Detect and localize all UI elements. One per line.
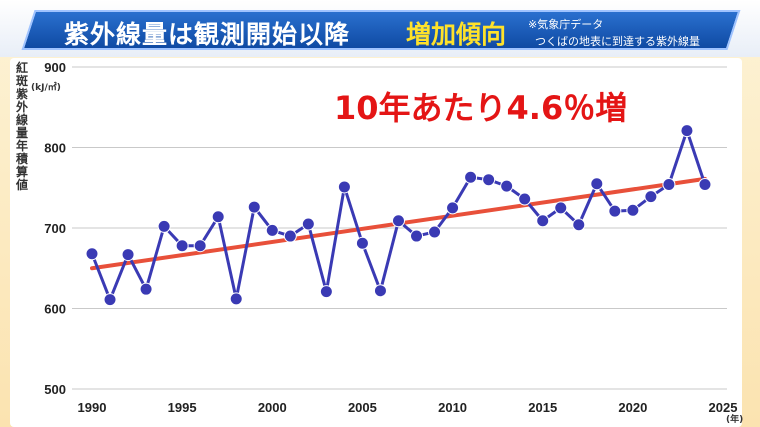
data-point bbox=[373, 284, 387, 298]
data-point bbox=[644, 190, 658, 204]
data-point bbox=[446, 201, 460, 215]
y-tick-label: 500 bbox=[44, 382, 66, 397]
data-point bbox=[85, 247, 99, 261]
data-point bbox=[139, 282, 153, 296]
data-point bbox=[193, 239, 207, 253]
data-point bbox=[500, 179, 514, 193]
data-point bbox=[410, 229, 424, 243]
data-point bbox=[337, 180, 351, 194]
x-tick-label: 1990 bbox=[78, 400, 107, 415]
y-tick-label: 700 bbox=[44, 221, 66, 236]
page-title: 紫外線量は観測開始以降 bbox=[64, 20, 351, 49]
data-point bbox=[698, 178, 712, 192]
y-axis-label: 紅斑紫外線量年積算値 bbox=[15, 61, 28, 192]
y-tick-label: 900 bbox=[44, 60, 66, 75]
data-point bbox=[536, 214, 550, 228]
x-tick-label: 2000 bbox=[258, 400, 287, 415]
data-point bbox=[301, 217, 315, 231]
data-point bbox=[355, 236, 369, 250]
x-tick-label: 2020 bbox=[618, 400, 647, 415]
data-point bbox=[626, 203, 640, 217]
data-point bbox=[662, 178, 676, 192]
data-point bbox=[572, 218, 586, 232]
data-point bbox=[680, 124, 694, 138]
data-point bbox=[608, 204, 622, 218]
data-point bbox=[464, 170, 478, 184]
source-description: つくばの地表に到達する紫外線量 bbox=[535, 35, 700, 48]
x-tick-label: 2010 bbox=[438, 400, 467, 415]
data-point bbox=[103, 293, 117, 307]
data-point bbox=[283, 229, 297, 243]
x-tick-label: 1995 bbox=[168, 400, 197, 415]
data-point bbox=[482, 173, 496, 187]
data-point bbox=[211, 210, 225, 224]
data-point bbox=[391, 214, 405, 228]
data-point bbox=[554, 201, 568, 215]
data-point bbox=[319, 285, 333, 299]
data-point bbox=[157, 219, 171, 233]
y-axis-unit: (kJ/㎡) bbox=[31, 83, 61, 93]
data-point bbox=[247, 200, 261, 214]
y-tick-label: 800 bbox=[44, 141, 66, 156]
x-tick-label: 2025 bbox=[709, 400, 738, 415]
source-note: ※気象庁データ bbox=[528, 18, 604, 31]
data-point bbox=[428, 225, 442, 239]
chart-headline: 10年あたり4.6％増 bbox=[334, 89, 628, 127]
header-bar bbox=[0, 0, 760, 57]
data-point bbox=[590, 177, 604, 191]
data-point bbox=[265, 223, 279, 237]
data-point bbox=[121, 248, 135, 262]
x-tick-label: 2005 bbox=[348, 400, 377, 415]
x-tick-label: 2015 bbox=[528, 400, 557, 415]
data-point bbox=[518, 192, 532, 206]
x-axis-unit: (年) bbox=[726, 415, 744, 425]
data-point bbox=[175, 239, 189, 253]
chart-panel bbox=[10, 58, 742, 427]
y-tick-label: 600 bbox=[44, 302, 66, 317]
data-point bbox=[229, 292, 243, 306]
title-highlight: 増加傾向 bbox=[406, 20, 507, 49]
